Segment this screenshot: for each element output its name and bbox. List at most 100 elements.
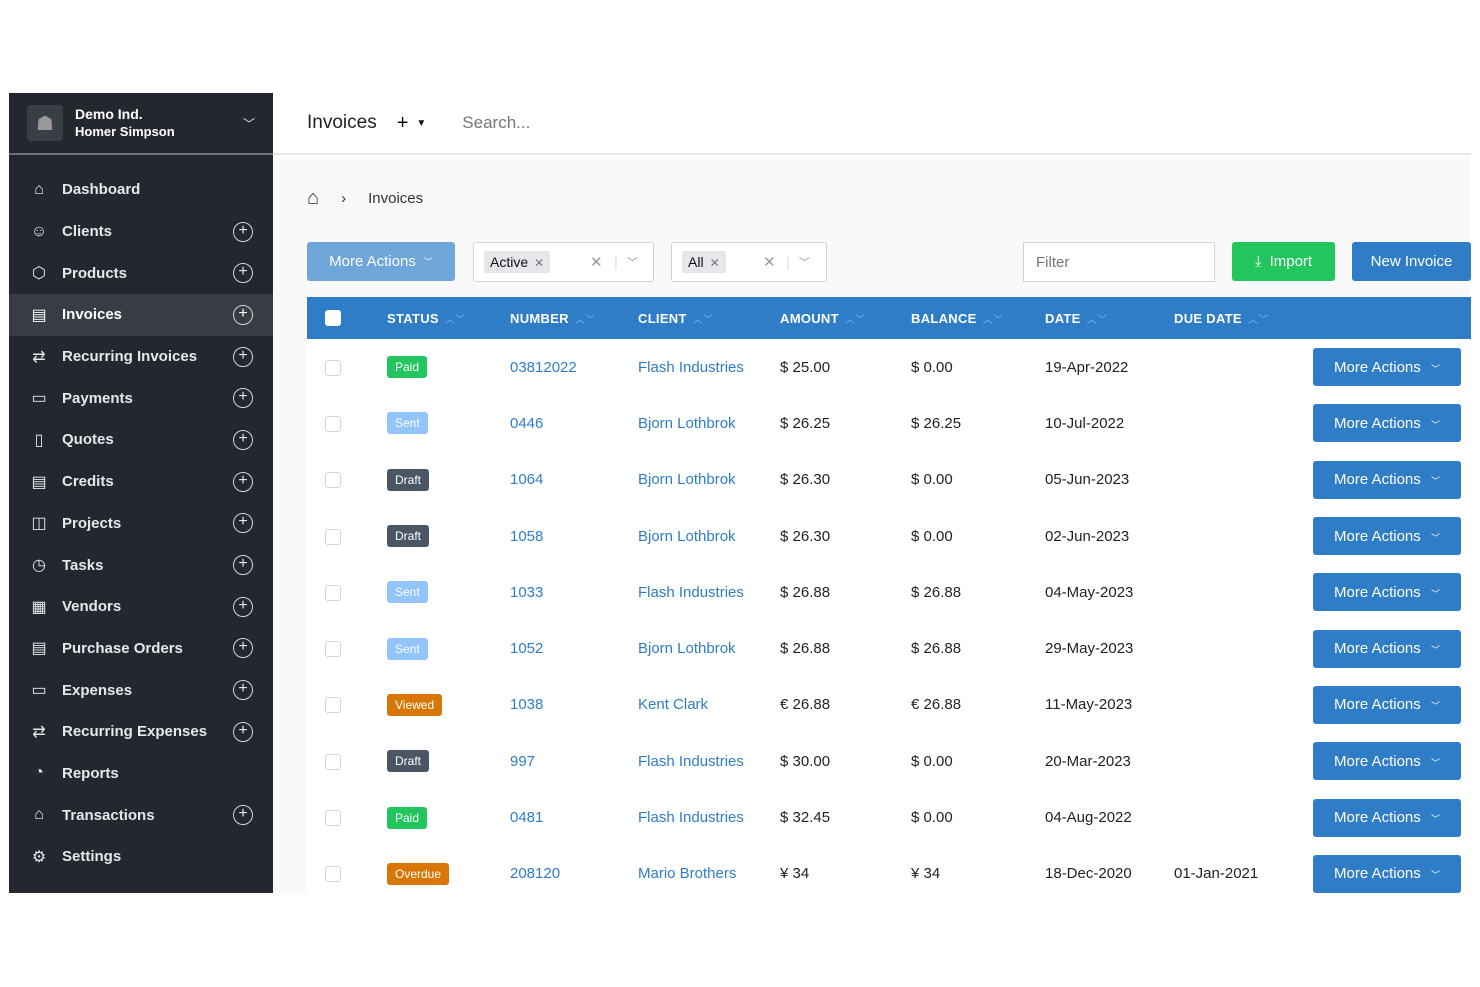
table-row[interactable]: Draft 997 Flash Industries $ 30.00 $ 0.0… <box>307 733 1471 790</box>
client-link[interactable]: Flash Industries <box>638 583 744 601</box>
sidebar-item-recurring-invoices[interactable]: ⇄ Recurring Invoices + <box>9 336 273 378</box>
remove-chip-icon[interactable]: ✕ <box>534 256 545 270</box>
clear-icon[interactable]: ✕ <box>590 254 603 271</box>
add-circle-icon[interactable]: + <box>233 721 253 742</box>
row-more-actions-button[interactable]: More Actions ﹀ <box>1313 517 1461 556</box>
sort-icon[interactable]: ︿﹀ <box>1247 314 1269 326</box>
add-circle-icon[interactable]: + <box>233 221 253 242</box>
client-link[interactable]: Bjorn Lothbrok <box>638 640 736 658</box>
row-checkbox[interactable] <box>325 697 341 714</box>
invoice-number-link[interactable]: 1058 <box>510 527 544 545</box>
column-header-amount[interactable]: AMOUNT ︿﹀ <box>780 297 911 339</box>
client-link[interactable]: Mario Brothers <box>638 865 737 883</box>
sidebar-item-products[interactable]: ⬡ Products + <box>9 252 273 294</box>
sidebar-item-reports[interactable]: ◔ Reports <box>9 753 273 795</box>
sidebar-item-recurring-expenses[interactable]: ⇄ Recurring Expenses + <box>9 711 273 753</box>
add-circle-icon[interactable]: + <box>233 263 253 284</box>
filter-chip-all[interactable]: All ✕ <box>682 251 726 273</box>
add-circle-icon[interactable]: + <box>233 304 253 325</box>
add-circle-icon[interactable]: + <box>233 388 253 409</box>
sort-icon[interactable]: ︿﹀ <box>574 314 596 326</box>
chevron-down-icon[interactable]: ﹀ <box>799 257 810 269</box>
client-link[interactable]: Flash Industries <box>638 809 744 827</box>
row-checkbox[interactable] <box>325 584 341 601</box>
table-row[interactable]: Paid 03812022 Flash Industries $ 25.00 $… <box>307 339 1471 396</box>
sidebar-item-projects[interactable]: ◫ Projects + <box>9 503 273 545</box>
client-link[interactable]: Bjorn Lothbrok <box>638 527 736 545</box>
row-more-actions-button[interactable]: More Actions ﹀ <box>1313 348 1461 387</box>
client-link[interactable]: Kent Clark <box>638 696 709 714</box>
sidebar-item-invoices[interactable]: ▤ Invoices + <box>9 294 273 336</box>
add-circle-icon[interactable]: + <box>233 555 253 576</box>
table-row[interactable]: Sent 1052 Bjorn Lothbrok $ 26.88 $ 26.88… <box>307 620 1471 677</box>
client-link[interactable]: Flash Industries <box>638 752 744 770</box>
invoice-number-link[interactable]: 03812022 <box>510 358 577 376</box>
add-circle-icon[interactable]: + <box>233 346 253 367</box>
table-row[interactable]: Draft 1058 Bjorn Lothbrok $ 26.30 $ 0.00… <box>307 507 1471 565</box>
row-more-actions-button[interactable]: More Actions ﹀ <box>1313 854 1461 893</box>
add-circle-icon[interactable]: + <box>233 596 253 617</box>
bulk-more-actions-button[interactable]: More Actions ﹀ <box>307 242 455 281</box>
client-link[interactable]: Bjorn Lothbrok <box>638 471 736 489</box>
add-circle-icon[interactable]: + <box>233 471 253 492</box>
filter-chip-active[interactable]: Active ✕ <box>484 251 551 273</box>
invoice-number-link[interactable]: 0481 <box>510 809 544 827</box>
table-row[interactable]: Viewed 1038 Kent Clark € 26.88 € 26.88 1… <box>307 676 1471 734</box>
sidebar-item-expenses[interactable]: ▭ Expenses + <box>9 669 273 711</box>
sort-icon[interactable]: ︿﹀ <box>844 314 866 326</box>
table-row[interactable]: Draft 1064 Bjorn Lothbrok $ 26.30 $ 0.00… <box>307 451 1471 508</box>
row-checkbox[interactable] <box>325 810 341 827</box>
account-switcher[interactable]: ☗ Demo Ind. Homer Simpson ﹀ <box>9 93 273 155</box>
add-invoice-button[interactable]: + <box>396 111 409 134</box>
sort-icon[interactable]: ︿﹀ <box>1086 314 1108 326</box>
new-invoice-button[interactable]: New Invoice <box>1352 242 1471 281</box>
column-header-client[interactable]: CLIENT ︿﹀ <box>638 297 780 339</box>
type-filter-select[interactable]: All ✕ ✕ | ﹀ <box>671 242 827 282</box>
invoice-number-link[interactable]: 0446 <box>510 414 544 432</box>
sidebar-item-purchase-orders[interactable]: ▤ Purchase Orders + <box>9 628 273 670</box>
client-link[interactable]: Flash Industries <box>638 358 744 376</box>
row-more-actions-button[interactable]: More Actions ﹀ <box>1313 629 1461 668</box>
status-filter-select[interactable]: Active ✕ ✕ | ﹀ <box>473 242 654 282</box>
sidebar-item-dashboard[interactable]: ⌂ Dashboard <box>9 169 273 211</box>
row-more-actions-button[interactable]: More Actions ﹀ <box>1313 685 1461 724</box>
client-link[interactable]: Bjorn Lothbrok <box>638 414 736 432</box>
table-row[interactable]: Paid 0481 Flash Industries $ 32.45 $ 0.0… <box>307 789 1471 846</box>
sidebar-item-payments[interactable]: ▭ Payments + <box>9 377 273 419</box>
sidebar-item-credits[interactable]: ▤ Credits + <box>9 461 273 503</box>
home-icon[interactable]: ⌂ <box>307 187 320 209</box>
filter-input[interactable] <box>1023 242 1215 282</box>
row-checkbox[interactable] <box>325 472 341 489</box>
chevron-down-icon[interactable]: ﹀ <box>627 257 638 269</box>
add-circle-icon[interactable]: + <box>233 680 253 701</box>
invoice-number-link[interactable]: 997 <box>510 752 536 770</box>
sidebar-item-settings[interactable]: ⚙ Settings <box>9 836 273 878</box>
caret-down-icon[interactable]: ▼ <box>416 117 427 129</box>
row-more-actions-button[interactable]: More Actions ﹀ <box>1313 798 1461 837</box>
sort-icon[interactable]: ︿﹀ <box>982 314 1004 326</box>
sidebar-item-quotes[interactable]: ▯ Quotes + <box>9 419 273 461</box>
sidebar-item-tasks[interactable]: ◷ Tasks + <box>9 544 273 586</box>
import-button[interactable]: ⤓ Import <box>1232 242 1335 281</box>
column-header-number[interactable]: NUMBER ︿﹀ <box>510 297 638 339</box>
invoice-number-link[interactable]: 1033 <box>510 583 544 601</box>
search-input[interactable] <box>462 113 763 133</box>
invoice-number-link[interactable]: 1064 <box>510 471 544 489</box>
table-row[interactable]: Sent 1033 Flash Industries $ 26.88 $ 26.… <box>307 564 1471 621</box>
add-circle-icon[interactable]: + <box>233 638 253 659</box>
column-header-due-date[interactable]: DUE DATE ︿﹀ <box>1174 297 1312 339</box>
remove-chip-icon[interactable]: ✕ <box>709 256 720 270</box>
row-checkbox[interactable] <box>325 528 341 545</box>
add-circle-icon[interactable]: + <box>233 805 253 826</box>
row-checkbox[interactable] <box>325 359 341 376</box>
sort-icon[interactable]: ︿﹀ <box>692 314 714 326</box>
invoice-number-link[interactable]: 1052 <box>510 640 544 658</box>
row-checkbox[interactable] <box>325 641 341 658</box>
select-all-checkbox[interactable] <box>325 310 341 327</box>
row-more-actions-button[interactable]: More Actions ﹀ <box>1313 404 1461 443</box>
invoice-number-link[interactable]: 208120 <box>510 865 561 883</box>
add-circle-icon[interactable]: + <box>233 429 253 450</box>
row-more-actions-button[interactable]: More Actions ﹀ <box>1313 460 1461 499</box>
sidebar-item-transactions[interactable]: ⌂ Transactions + <box>9 794 273 836</box>
row-more-actions-button[interactable]: More Actions ﹀ <box>1313 573 1461 612</box>
